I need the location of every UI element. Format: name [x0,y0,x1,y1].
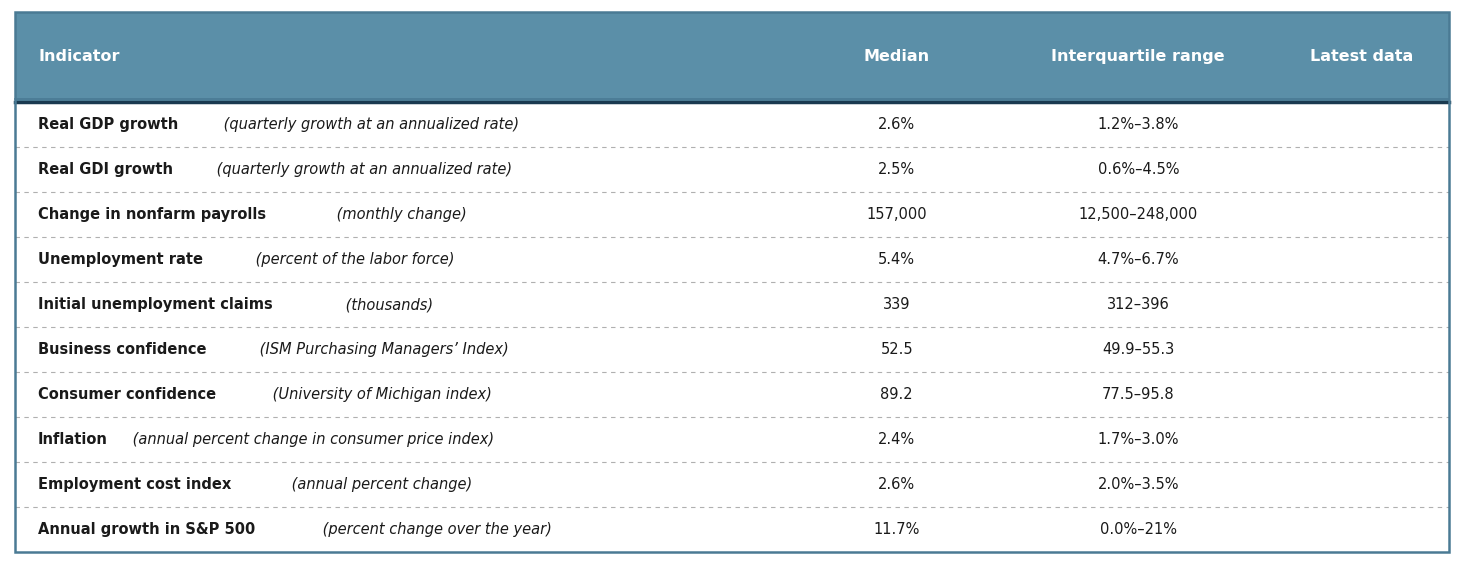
Text: 157,000: 157,000 [867,207,927,222]
Text: Business confidence: Business confidence [38,342,206,357]
Text: (monthly change): (monthly change) [332,207,467,222]
Bar [15,102,1449,147]
Text: (percent change over the year): (percent change over the year) [318,522,552,537]
Text: Annual growth in S&P 500: Annual growth in S&P 500 [38,522,255,537]
Text: 5.4%: 5.4% [878,252,915,267]
Text: 0.6%–4.5%: 0.6%–4.5% [1098,162,1179,177]
Bar [15,282,1449,327]
Text: 52.5: 52.5 [880,342,914,357]
Bar [15,417,1449,462]
Text: 11.7%: 11.7% [874,522,919,537]
Text: (ISM Purchasing Managers’ Index): (ISM Purchasing Managers’ Index) [256,342,509,357]
Text: Interquartile range: Interquartile range [1051,50,1225,64]
Text: 1.7%–3.0%: 1.7%–3.0% [1098,432,1179,447]
Bar [15,327,1449,372]
Text: 89.2: 89.2 [880,387,914,402]
Bar [15,372,1449,417]
Text: 77.5–95.8: 77.5–95.8 [1102,387,1174,402]
Text: (thousands): (thousands) [341,297,433,312]
Text: 2.6%: 2.6% [878,117,915,132]
Text: Real GDP growth: Real GDP growth [38,117,179,132]
Text: 1.2%–3.8%: 1.2%–3.8% [1098,117,1179,132]
Text: (quarterly growth at an annualized rate): (quarterly growth at an annualized rate) [220,117,520,132]
Text: Inflation: Inflation [38,432,108,447]
Text: Consumer confidence: Consumer confidence [38,387,217,402]
Text: Unemployment rate: Unemployment rate [38,252,203,267]
Text: 12,500–248,000: 12,500–248,000 [1079,207,1198,222]
Text: (percent of the labor force): (percent of the labor force) [250,252,454,267]
Text: 0.0%–21%: 0.0%–21% [1099,522,1177,537]
Text: 339: 339 [883,297,911,312]
Bar [15,192,1449,237]
Text: 2.0%–3.5%: 2.0%–3.5% [1098,477,1179,492]
Text: (annual percent change): (annual percent change) [287,477,473,492]
Bar [15,462,1449,507]
Text: Change in nonfarm payrolls: Change in nonfarm payrolls [38,207,266,222]
Text: Real GDI growth: Real GDI growth [38,162,173,177]
Text: Median: Median [864,50,930,64]
Bar [15,147,1449,192]
Text: Latest data: Latest data [1310,50,1413,64]
Text: 4.7%–6.7%: 4.7%–6.7% [1098,252,1179,267]
Text: (annual percent change in consumer price index): (annual percent change in consumer price… [129,432,495,447]
Text: (quarterly growth at an annualized rate): (quarterly growth at an annualized rate) [212,162,512,177]
Text: 2.6%: 2.6% [878,477,915,492]
Text: Indicator: Indicator [38,50,120,64]
Text: 312–396: 312–396 [1107,297,1170,312]
Bar [15,12,1449,102]
Text: 2.5%: 2.5% [878,162,915,177]
Text: (University of Michigan index): (University of Michigan index) [268,387,492,402]
Bar [15,507,1449,552]
Text: Initial unemployment claims: Initial unemployment claims [38,297,272,312]
Text: Employment cost index: Employment cost index [38,477,231,492]
Text: 2.4%: 2.4% [878,432,915,447]
Bar [15,237,1449,282]
Text: 49.9–55.3: 49.9–55.3 [1102,342,1174,357]
